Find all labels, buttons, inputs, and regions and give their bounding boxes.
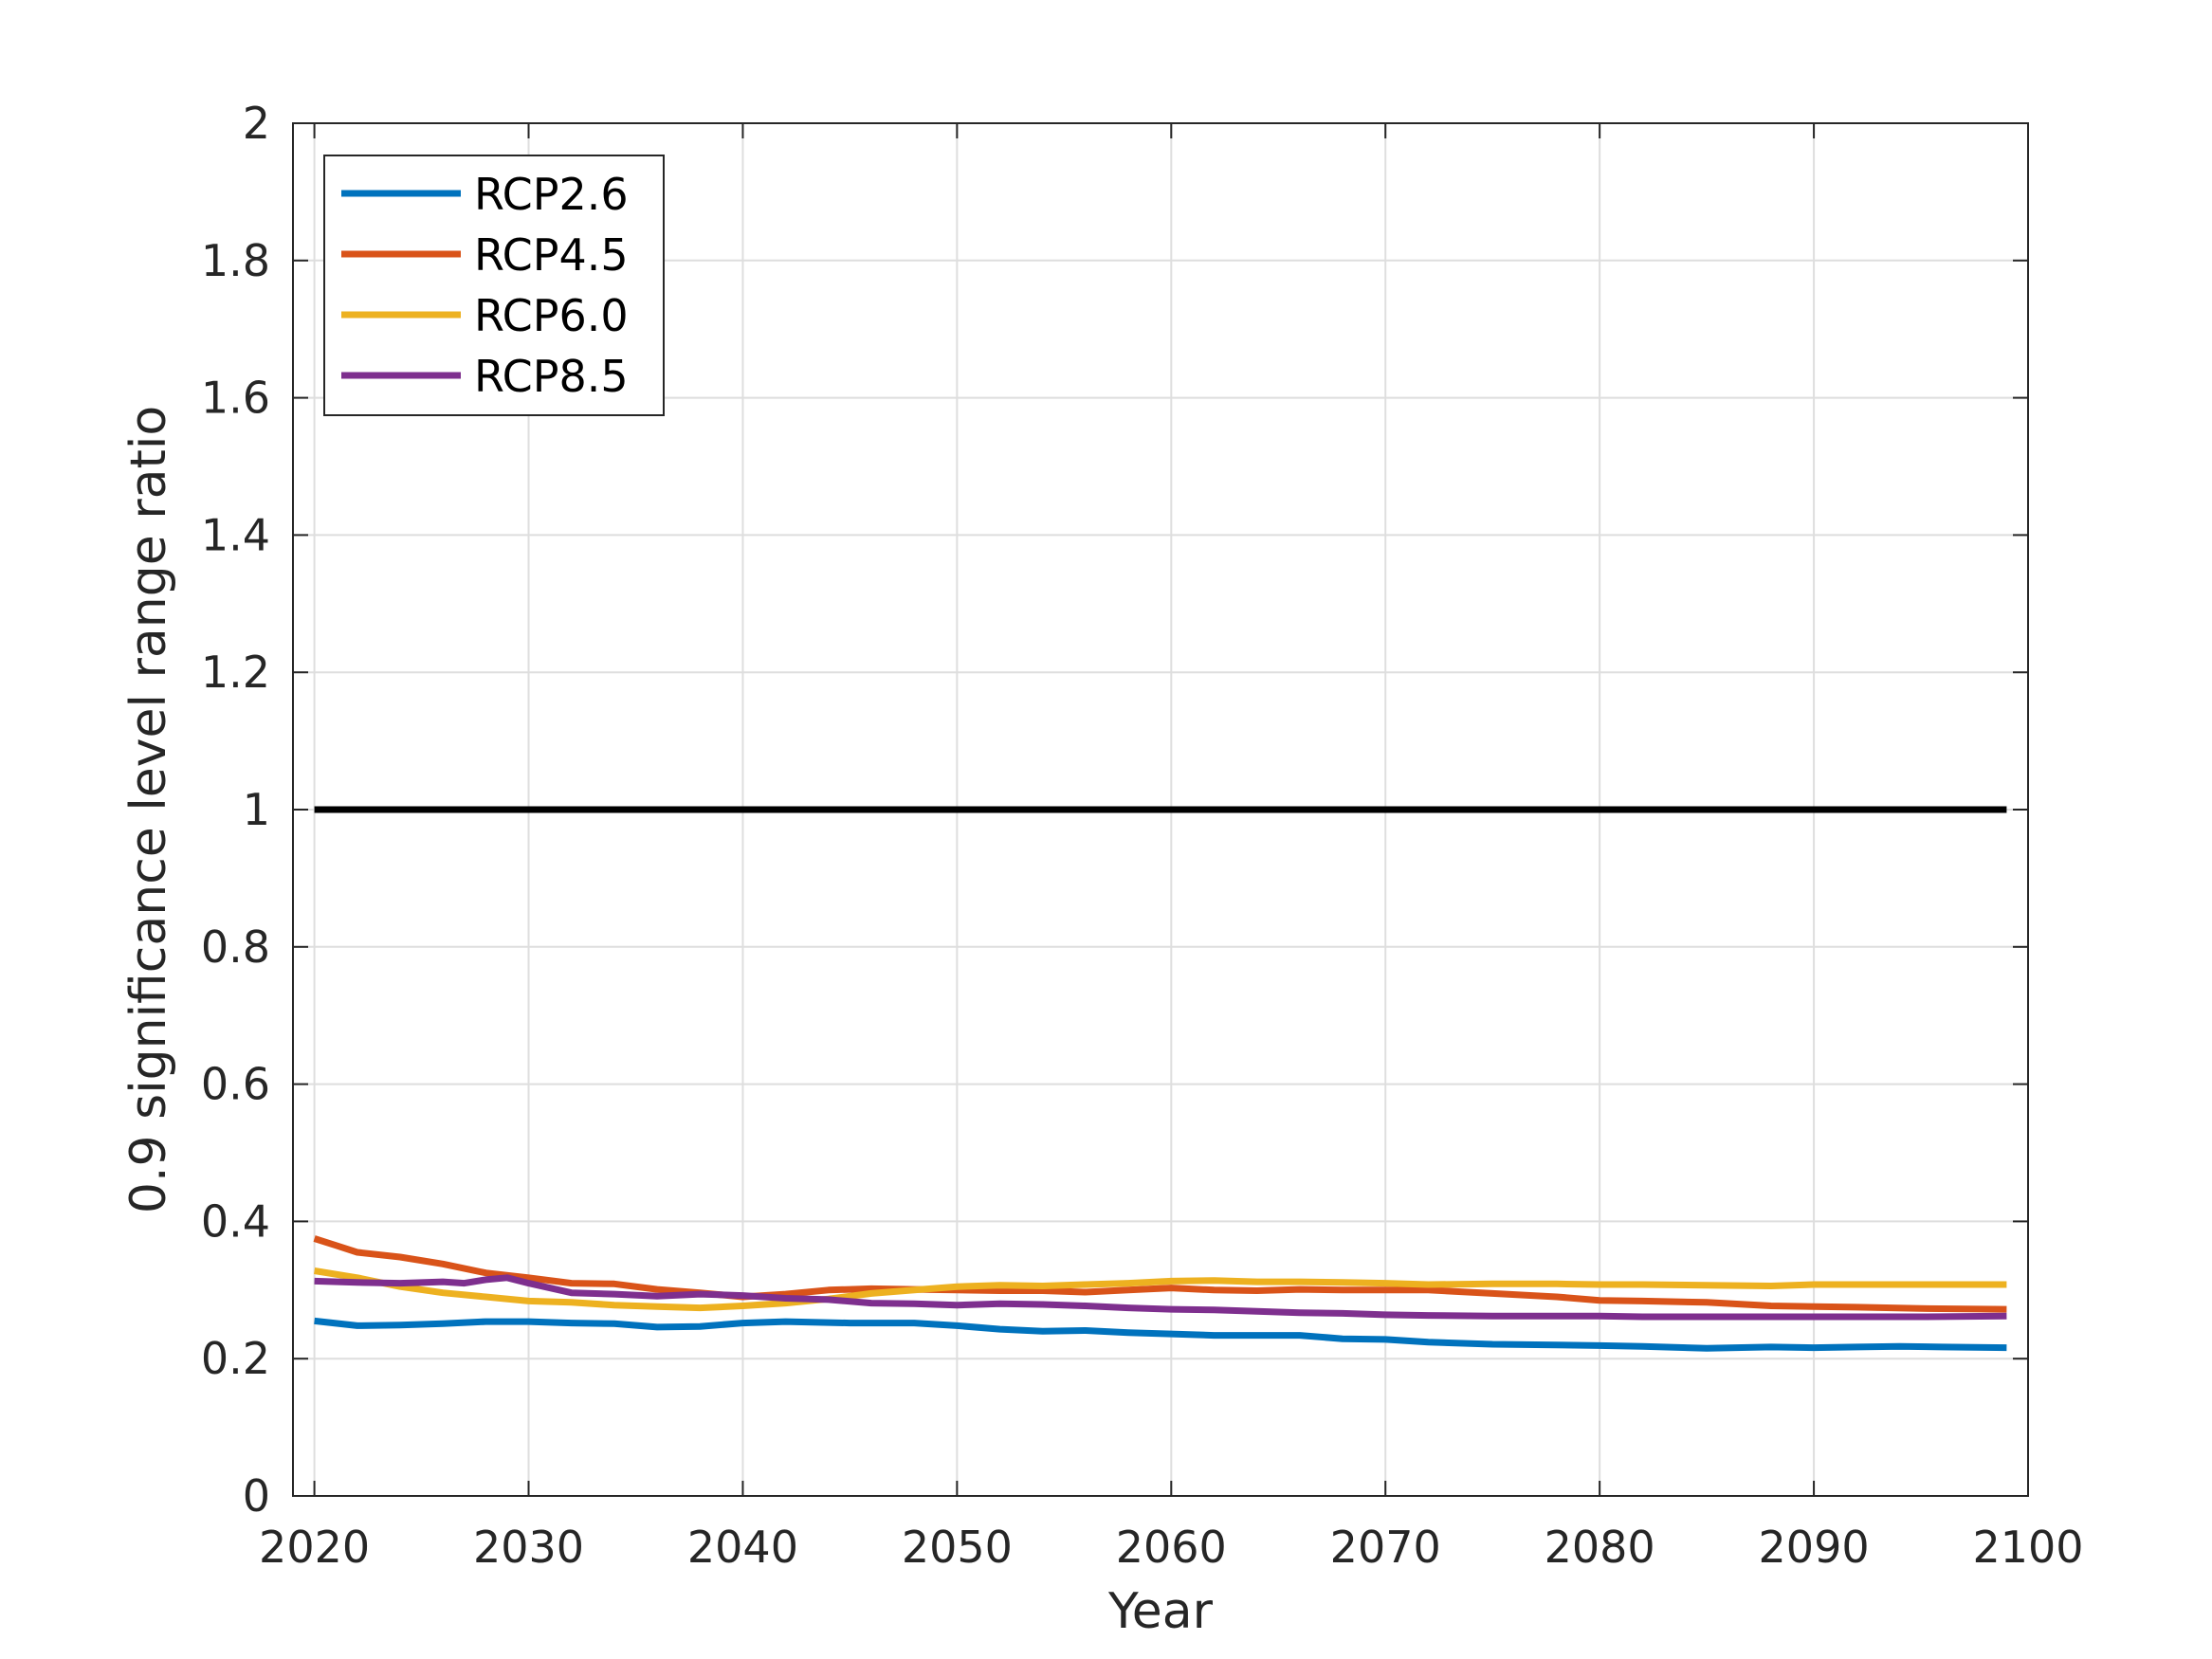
x-tick-labels: 2020 2030 2040 2050 2060 2070 2080 2090 2100 [259,1522,2083,1573]
x-tick-label: 2080 [1545,1522,1655,1573]
legend-label: RCP8.5 [474,351,629,402]
x-tick-label: 2040 [687,1522,798,1573]
y-tick-label: 0.4 [201,1195,270,1247]
series-line-rcp2-6 [314,1317,2007,1352]
x-tick-label: 2070 [1330,1522,1441,1573]
x-tick-label: 2020 [259,1522,370,1573]
legend-items: RCP2.6 RCP4.5 RCP6.0 RCP8.5 [341,169,629,402]
y-tick-label: 1.2 [201,647,270,698]
y-tick-label: 0.2 [201,1333,270,1384]
axis-ticks [293,122,2029,1497]
y-axis-label: 0.9 significance level range ratio [120,406,177,1213]
legend-box [323,155,665,416]
y-tick-label: 1.8 [201,235,270,286]
legend-label: RCP4.5 [474,229,629,281]
x-tick-label: 2090 [1759,1522,1870,1573]
legend-label: RCP2.6 [474,169,629,220]
y-tick-label: 2 [243,98,270,149]
x-tick-label: 2060 [1116,1522,1227,1573]
series-line-rcp4-5 [313,1235,2007,1313]
y-tick-labels: 0 0.2 0.4 0.6 0.8 1 1.2 1.4 1.6 1.8 2 [201,98,270,1522]
legend: RCP2.6 RCP4.5 RCP6.0 RCP8.5 [323,155,665,416]
y-tick-label: 1.6 [201,373,270,424]
x-tick-label: 2030 [473,1522,584,1573]
x-tick-label: 2100 [1972,1522,2083,1573]
x-axis-label: Year [1107,1583,1214,1640]
legend-label: RCP6.0 [474,290,629,341]
series-lines [313,1235,2007,1352]
y-tick-label: 0.8 [201,921,270,973]
series-line-rcp6-0 [314,1267,2007,1312]
series-line-rcp8-5 [314,1274,2007,1321]
y-tick-label: 1 [243,784,270,835]
x-tick-label: 2050 [902,1522,1013,1573]
y-tick-label: 0.6 [201,1059,270,1110]
y-tick-label: 1.4 [201,509,270,560]
y-tick-label: 0 [243,1470,270,1522]
